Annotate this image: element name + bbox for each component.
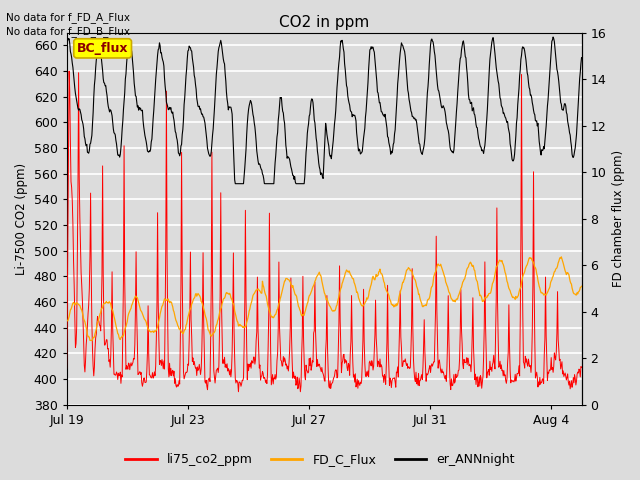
Y-axis label: FD chamber flux (ppm): FD chamber flux (ppm): [612, 150, 625, 287]
Text: BC_flux: BC_flux: [77, 42, 129, 55]
Y-axis label: Li-7500 CO2 (ppm): Li-7500 CO2 (ppm): [15, 163, 28, 275]
Text: No data for f_FD_B_Flux: No data for f_FD_B_Flux: [6, 26, 131, 37]
Title: CO2 in ppm: CO2 in ppm: [279, 15, 369, 30]
Legend: li75_co2_ppm, FD_C_Flux, er_ANNnight: li75_co2_ppm, FD_C_Flux, er_ANNnight: [120, 448, 520, 471]
Text: No data for f_FD_A_Flux: No data for f_FD_A_Flux: [6, 12, 131, 23]
